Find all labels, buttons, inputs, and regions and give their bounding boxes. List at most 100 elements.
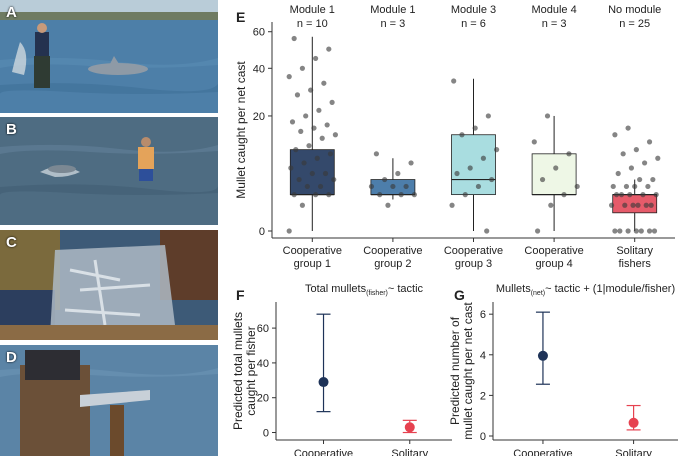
dolphin-shape bbox=[88, 63, 148, 75]
data-point-e bbox=[625, 125, 631, 131]
data-point-e bbox=[653, 192, 659, 198]
data-point-e bbox=[612, 132, 618, 138]
data-point-e bbox=[633, 228, 639, 234]
y-axis-title-f: Predicted total mullets bbox=[231, 312, 245, 430]
dolphin-shape bbox=[48, 165, 76, 173]
title-main: Mullets bbox=[496, 283, 531, 295]
data-point-e bbox=[484, 228, 490, 234]
panel-label-g: G bbox=[454, 287, 465, 303]
title-subscript: (fisher) bbox=[366, 290, 388, 297]
data-point-e bbox=[288, 165, 294, 171]
data-point-e bbox=[449, 202, 455, 208]
data-point-e bbox=[638, 228, 644, 234]
data-point-e bbox=[475, 183, 482, 190]
data-point-e bbox=[454, 170, 460, 177]
data-point-e bbox=[618, 192, 625, 198]
data-point-e bbox=[308, 87, 314, 93]
photo-label-b: B bbox=[6, 121, 17, 138]
group-header-title: No module bbox=[608, 4, 661, 16]
data-point-e bbox=[403, 183, 409, 190]
y-tick-label-f: 20 bbox=[257, 393, 269, 405]
data-point-e bbox=[561, 192, 567, 198]
data-point-e bbox=[640, 192, 646, 198]
point-estimate bbox=[628, 417, 639, 428]
x-tick-label-e: Cooperative bbox=[444, 245, 503, 257]
data-point-e bbox=[289, 119, 296, 125]
photo-d: D bbox=[0, 345, 218, 456]
data-point-e bbox=[566, 151, 572, 157]
data-point-e bbox=[623, 183, 630, 190]
photo-label-a: A bbox=[6, 4, 17, 21]
photo-a-shore bbox=[0, 12, 218, 20]
boxplot-panel-e: 0 20 40 60 Mullet caught per net cast Module … bbox=[234, 4, 675, 270]
data-point-e bbox=[646, 139, 653, 145]
data-point-e bbox=[411, 192, 417, 198]
photo-label-d: D bbox=[6, 349, 17, 366]
fisher-a-shape bbox=[35, 32, 49, 58]
title-subscript: (net) bbox=[531, 290, 545, 297]
y-tick-label-e: 40 bbox=[253, 63, 265, 75]
panel-title-g: Mullets(net)~ tactic + (1|module/fisher) bbox=[496, 283, 675, 297]
box-iqr bbox=[531, 153, 577, 196]
x-tick-label-e: group 2 bbox=[374, 258, 411, 270]
data-point-e bbox=[553, 165, 559, 171]
group-header-n: n = 25 bbox=[619, 18, 650, 30]
data-point-e bbox=[326, 192, 332, 198]
data-point-e bbox=[332, 132, 338, 138]
data-point-e bbox=[535, 228, 541, 234]
x-tick-label-e: Cooperative bbox=[283, 245, 342, 257]
data-point-e bbox=[301, 160, 307, 166]
data-point-e bbox=[309, 170, 315, 177]
group-header-title: Module 1 bbox=[290, 4, 335, 16]
title-rest: ~ tactic + (1|module/fisher) bbox=[545, 283, 675, 295]
y-tick-label-e: 20 bbox=[253, 111, 265, 123]
y-tick-label-g: 4 bbox=[480, 350, 486, 362]
data-point-e bbox=[650, 176, 656, 183]
y-tick-label-g: 0 bbox=[480, 431, 486, 443]
panel-title-f: Total mullets(fisher)~ tactic bbox=[305, 283, 424, 297]
pointrange-panel-f: 0 20 40 60 Predicted total mullets caught per… bbox=[231, 283, 452, 456]
data-point-e bbox=[299, 65, 305, 71]
data-point-e bbox=[291, 35, 297, 42]
data-point-e bbox=[615, 170, 621, 177]
y-axis-title-e: Mullet caught per net cast bbox=[234, 61, 248, 199]
x-tick-label-e: Cooperative bbox=[524, 245, 583, 257]
data-point-e bbox=[326, 46, 332, 52]
data-point-e bbox=[651, 228, 658, 234]
data-point-e bbox=[286, 228, 292, 234]
box-iqr bbox=[451, 134, 496, 196]
data-point-e bbox=[459, 132, 465, 138]
data-point-e bbox=[296, 176, 302, 183]
data-point-e bbox=[317, 183, 324, 190]
group-header-title: Module 4 bbox=[531, 4, 576, 16]
data-point-e bbox=[613, 192, 620, 198]
y-tick-label-g: 2 bbox=[480, 390, 486, 402]
data-point-e bbox=[620, 151, 626, 157]
data-point-e bbox=[331, 176, 337, 183]
data-point-e bbox=[617, 228, 623, 234]
x-tick-label-f: Cooperative bbox=[294, 448, 353, 456]
x-tick-label-g: Cooperative bbox=[513, 448, 572, 456]
data-point-e bbox=[646, 228, 653, 234]
x-tick-label-e: Solitary bbox=[616, 245, 653, 257]
group-header-title: Module 3 bbox=[451, 4, 496, 16]
data-point-e bbox=[467, 165, 473, 171]
panel-label-f: F bbox=[236, 287, 245, 303]
data-point-e bbox=[368, 183, 375, 190]
x-tick-label-e: group 4 bbox=[535, 258, 572, 270]
fisher-d-shape bbox=[20, 365, 90, 456]
data-point-e bbox=[293, 147, 299, 153]
data-point-e bbox=[632, 183, 638, 190]
data-point-e bbox=[311, 125, 317, 131]
data-point-e bbox=[329, 99, 335, 105]
data-point-e bbox=[294, 92, 301, 98]
panel-label-e: E bbox=[236, 9, 245, 25]
x-tick-label-g: Solitary bbox=[615, 448, 652, 456]
y-tick-label-f: 40 bbox=[257, 358, 269, 370]
data-point-e bbox=[408, 160, 414, 166]
data-point-e bbox=[645, 183, 651, 190]
data-point-e bbox=[539, 176, 546, 183]
data-point-e bbox=[544, 113, 551, 119]
point-estimate bbox=[537, 350, 548, 361]
